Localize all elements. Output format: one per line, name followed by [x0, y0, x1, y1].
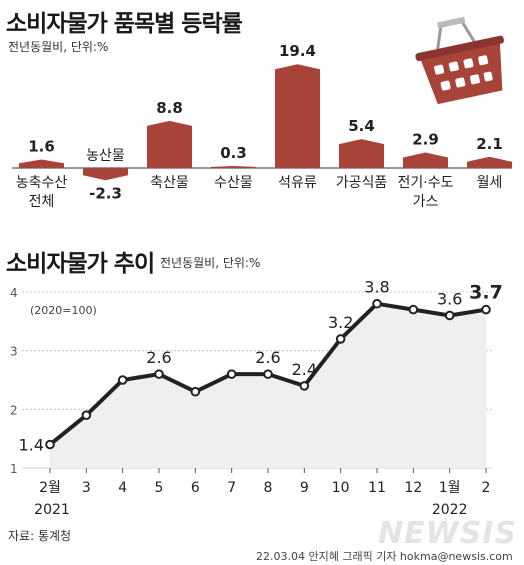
- bar-value-label: 5.4: [348, 117, 375, 135]
- data-label: 2.6: [146, 348, 171, 367]
- bar: [275, 64, 320, 168]
- x-tick-label: 9: [300, 480, 309, 496]
- data-point: [117, 375, 128, 385]
- x-tick-label: 1월: [439, 480, 461, 496]
- line-chart-subtitle: 전년동월비, 단위:%: [160, 256, 261, 270]
- data-point: [263, 369, 273, 379]
- bar: [211, 166, 256, 168]
- x-tick-label: 10: [332, 480, 350, 496]
- data-point: [154, 369, 164, 379]
- data-point: [444, 310, 455, 321]
- data-label: 3.8: [364, 278, 389, 297]
- x-tick-label: 8: [264, 480, 273, 496]
- data-point: [190, 386, 201, 397]
- x-tick-label: 2월: [39, 480, 61, 496]
- bar: [83, 168, 128, 181]
- bar-value-label: 8.8: [156, 99, 183, 117]
- line-chart-title: 소비자물가 추이: [6, 251, 155, 277]
- bar: [147, 120, 192, 168]
- data-label: 1.4: [19, 436, 44, 455]
- area-fill: [50, 303, 486, 468]
- category-label: 수산물: [214, 175, 253, 191]
- category-label: 월세: [477, 175, 503, 191]
- bar-value-label: 1.6: [28, 137, 55, 155]
- data-label: 2.6: [255, 348, 280, 367]
- data-label: 3.7: [469, 282, 503, 304]
- data-label: 2.4: [292, 360, 317, 379]
- category-label: 농축수산: [16, 175, 68, 191]
- data-point: [226, 369, 237, 379]
- shopping-basket-icon: [415, 17, 504, 105]
- category-label: 전기·수도: [398, 175, 454, 191]
- y-tick-label: 1: [10, 462, 18, 476]
- x-tick-label: 7: [227, 480, 236, 496]
- bar: [19, 159, 64, 168]
- data-point: [408, 304, 419, 315]
- bar-value-label: 2.9: [412, 130, 439, 148]
- category-label: 농산물: [86, 148, 125, 164]
- bar-value-label: -2.3: [89, 184, 122, 202]
- bar-value-label: 2.1: [476, 135, 503, 153]
- bar-value-label: 0.3: [220, 144, 247, 162]
- data-point: [372, 298, 382, 309]
- credit-text: 22.03.04 안지혜 그래픽 기자 hokma@newsis.com: [256, 550, 513, 563]
- data-point: [481, 304, 491, 315]
- data-point: [335, 334, 346, 344]
- category-label: 축산물: [150, 175, 189, 191]
- bar: [467, 156, 512, 168]
- data-point: [45, 439, 55, 450]
- y-tick-label: 3: [10, 345, 18, 359]
- category-label: 전체: [29, 194, 55, 210]
- y-tick-label: 4: [10, 286, 18, 300]
- x-tick-label: 2: [482, 480, 491, 496]
- y-tick-label: 2: [10, 403, 18, 417]
- data-label: 3.6: [437, 289, 462, 308]
- bar: [339, 139, 384, 168]
- x-tick-label: 5: [155, 480, 164, 496]
- x-tick-label: 11: [368, 480, 386, 496]
- category-label: 가스: [413, 194, 439, 210]
- data-point: [299, 381, 310, 391]
- category-label: 가공식품: [336, 175, 388, 191]
- base-year-note: (2020=100): [30, 304, 97, 317]
- x-tick-label: 12: [404, 480, 422, 496]
- category-label: 석유류: [278, 175, 317, 191]
- bar-chart-subtitle: 전년동월비, 단위:%: [8, 40, 109, 54]
- bar-value-label: 19.4: [279, 42, 316, 60]
- bar-chart-title: 소비자물가 품목별 등락률: [6, 11, 243, 37]
- bar: [403, 152, 448, 168]
- data-label: 3.2: [328, 313, 353, 332]
- x-tick-label: 3: [82, 480, 91, 496]
- data-point: [81, 410, 92, 420]
- x-tick-label: 6: [191, 480, 200, 496]
- x-tick-label: 4: [118, 480, 127, 496]
- year-label: 2022: [432, 502, 468, 518]
- year-label: 2021: [34, 502, 70, 518]
- source-text: 자료: 통계청: [8, 529, 72, 543]
- newsis-logo: NEWSIS: [378, 516, 518, 551]
